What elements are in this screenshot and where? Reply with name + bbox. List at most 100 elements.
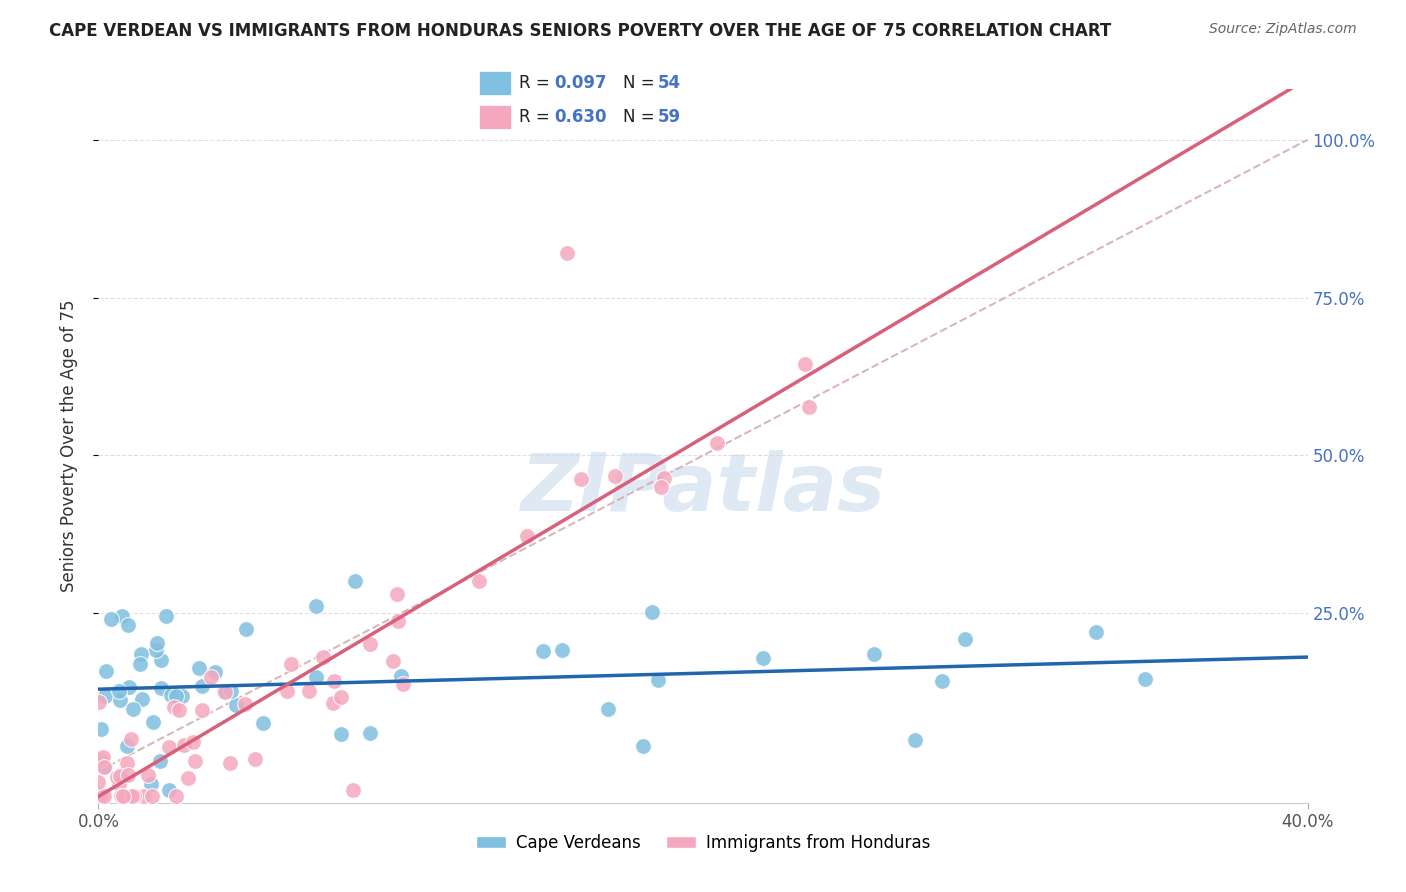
Text: 0.630: 0.630 bbox=[554, 108, 606, 126]
Point bbox=[190, 679, 212, 693]
Point bbox=[122, 789, 145, 804]
Point bbox=[654, 471, 676, 485]
Point bbox=[181, 735, 204, 749]
Point bbox=[280, 657, 302, 672]
Point bbox=[219, 683, 242, 698]
Point bbox=[117, 618, 139, 632]
Point bbox=[235, 622, 257, 636]
Point bbox=[165, 689, 187, 703]
Point bbox=[90, 723, 112, 737]
Text: R =: R = bbox=[519, 108, 555, 126]
Point bbox=[167, 703, 190, 717]
Point bbox=[121, 702, 143, 716]
Point bbox=[89, 787, 111, 801]
Point bbox=[110, 789, 132, 804]
Point bbox=[90, 789, 112, 804]
Point bbox=[114, 789, 136, 804]
Point bbox=[391, 677, 413, 691]
Point bbox=[111, 789, 134, 804]
Point bbox=[931, 673, 953, 688]
Point bbox=[141, 789, 163, 804]
Point bbox=[117, 756, 139, 771]
Point bbox=[218, 756, 240, 770]
Text: ZIPatlas: ZIPatlas bbox=[520, 450, 886, 528]
Point bbox=[129, 647, 152, 661]
Text: N =: N = bbox=[623, 108, 661, 126]
Point bbox=[569, 472, 592, 486]
Point bbox=[105, 770, 128, 784]
Point bbox=[150, 681, 173, 696]
Point bbox=[173, 738, 195, 752]
Point bbox=[752, 650, 775, 665]
Point bbox=[706, 435, 728, 450]
Point bbox=[108, 777, 131, 791]
Point bbox=[387, 615, 409, 629]
Point bbox=[330, 690, 353, 704]
Point bbox=[799, 400, 821, 414]
Text: 0.097: 0.097 bbox=[554, 74, 606, 92]
Point bbox=[330, 727, 353, 741]
Point bbox=[191, 703, 214, 717]
Point bbox=[598, 702, 620, 716]
Legend: Cape Verdeans, Immigrants from Honduras: Cape Verdeans, Immigrants from Honduras bbox=[470, 828, 936, 859]
Point bbox=[94, 664, 117, 678]
Point bbox=[90, 753, 112, 767]
Point bbox=[322, 696, 344, 710]
Point bbox=[120, 731, 142, 746]
Point bbox=[131, 691, 153, 706]
Point bbox=[468, 574, 491, 589]
Point bbox=[157, 739, 180, 754]
Point bbox=[631, 739, 654, 753]
Point bbox=[276, 683, 298, 698]
Point bbox=[162, 700, 184, 714]
Point bbox=[91, 750, 114, 764]
Point bbox=[87, 695, 110, 709]
Point bbox=[214, 684, 236, 698]
Point bbox=[187, 660, 209, 674]
Point bbox=[100, 612, 122, 626]
Point bbox=[93, 760, 115, 774]
Point bbox=[793, 357, 815, 371]
Point bbox=[149, 754, 172, 768]
Point bbox=[305, 670, 328, 684]
Point bbox=[382, 654, 405, 668]
Point bbox=[165, 789, 187, 804]
Point bbox=[650, 481, 672, 495]
Point bbox=[121, 789, 143, 804]
Point bbox=[142, 714, 165, 729]
Point bbox=[305, 599, 328, 614]
Point bbox=[252, 715, 274, 730]
Point bbox=[235, 697, 257, 711]
Point bbox=[132, 789, 155, 804]
Y-axis label: Seniors Poverty Over the Age of 75: Seniors Poverty Over the Age of 75 bbox=[59, 300, 77, 592]
Point bbox=[146, 636, 169, 650]
Bar bbox=[479, 70, 512, 95]
Point bbox=[641, 605, 664, 619]
Point bbox=[515, 529, 537, 543]
Point bbox=[204, 665, 226, 679]
Point bbox=[214, 685, 236, 699]
Point bbox=[87, 775, 110, 789]
Point bbox=[298, 684, 321, 698]
Point bbox=[93, 789, 115, 804]
Point bbox=[551, 643, 574, 657]
Point bbox=[177, 771, 200, 785]
Point bbox=[145, 643, 167, 657]
Bar bbox=[479, 105, 512, 129]
Text: 54: 54 bbox=[658, 74, 681, 92]
Point bbox=[108, 692, 131, 706]
Point bbox=[555, 246, 578, 260]
Point bbox=[243, 752, 266, 766]
Point bbox=[904, 732, 927, 747]
Point bbox=[170, 689, 193, 703]
Point bbox=[1085, 625, 1108, 640]
Text: R =: R = bbox=[519, 74, 555, 92]
Point bbox=[184, 754, 207, 768]
Point bbox=[115, 739, 138, 753]
Point bbox=[312, 650, 335, 665]
Point bbox=[159, 688, 181, 702]
Point bbox=[93, 760, 115, 774]
Point bbox=[118, 680, 141, 694]
Point bbox=[863, 647, 886, 661]
Point bbox=[225, 698, 247, 713]
